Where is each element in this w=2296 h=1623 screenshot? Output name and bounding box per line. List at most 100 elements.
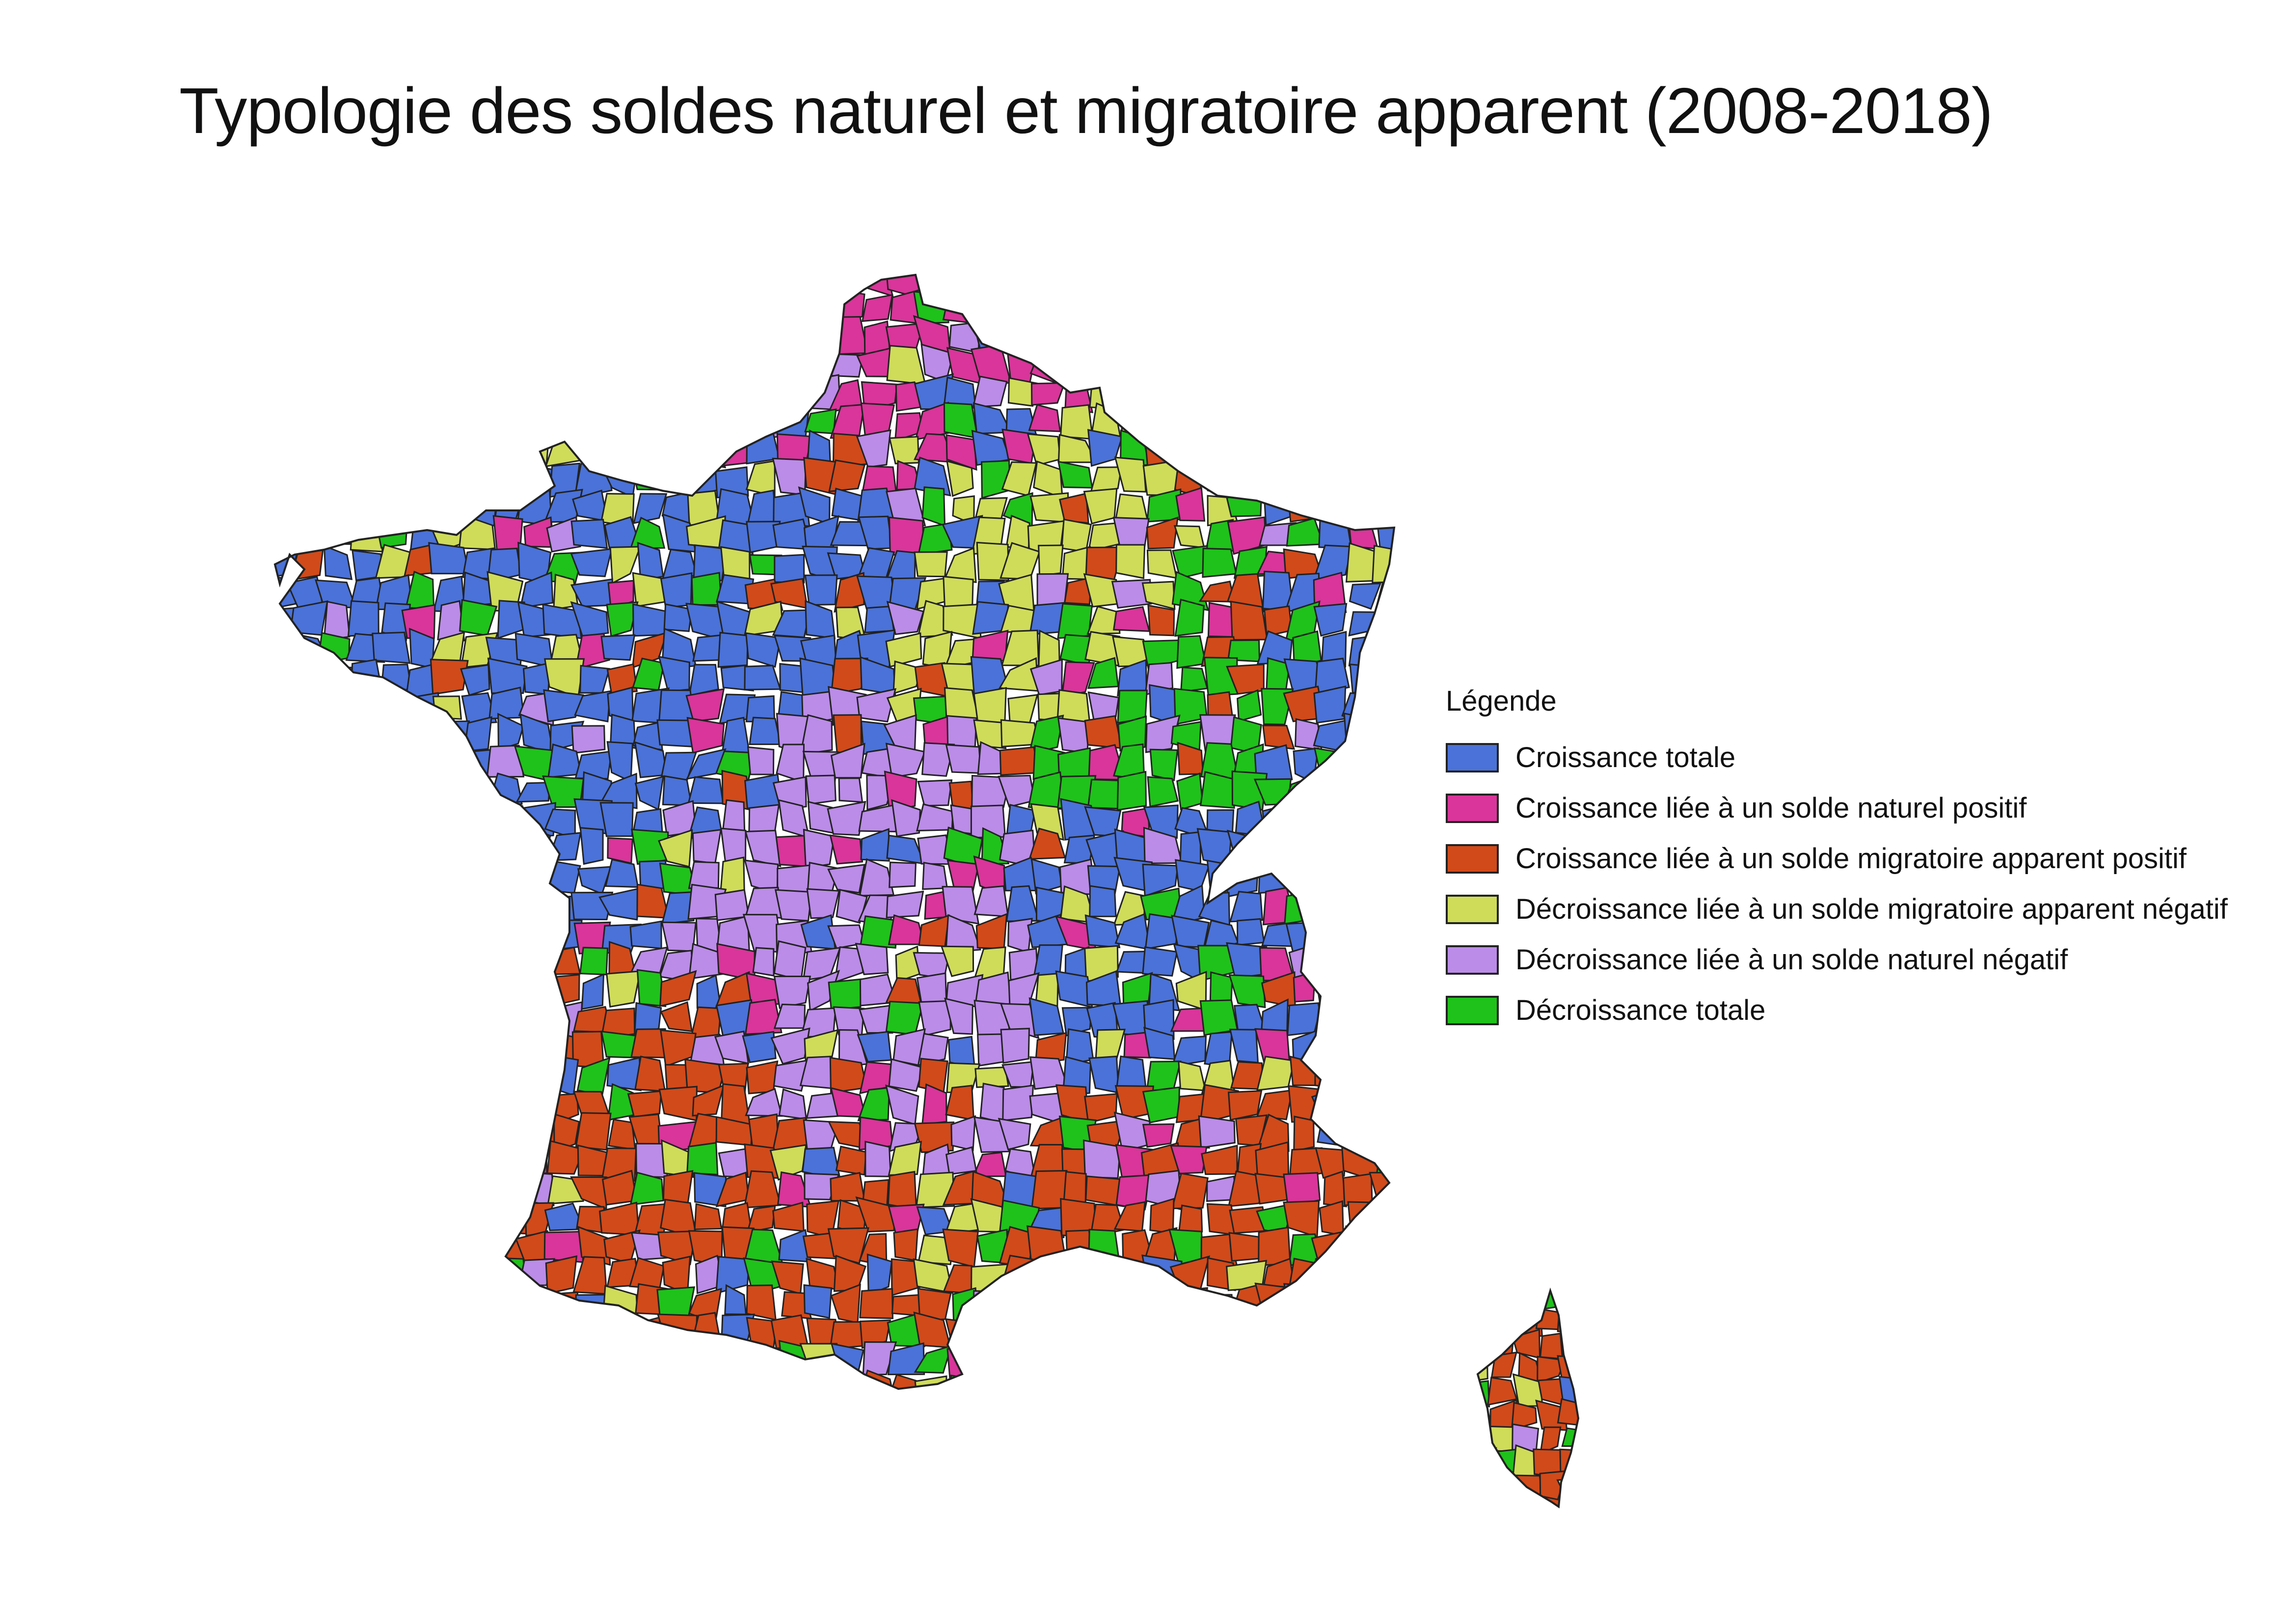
map-unit: [488, 1037, 524, 1066]
map-unit: [1313, 685, 1347, 724]
map-unit: [1000, 1028, 1030, 1064]
map-unit: [1229, 1029, 1259, 1064]
map-unit: [275, 1171, 296, 1203]
map-unit: [1559, 1291, 1578, 1314]
map-unit: [1147, 374, 1181, 408]
map-unit: [572, 383, 610, 413]
map-unit: [275, 832, 295, 869]
map-unit: [941, 275, 981, 299]
map-unit: [488, 1202, 527, 1235]
map-title: Typologie des soldes naturel et migratoi…: [179, 75, 1993, 147]
map-unit: [658, 1086, 698, 1121]
map-unit: [979, 1083, 1005, 1124]
map-unit: [693, 1172, 727, 1208]
map-unit: [1478, 1496, 1496, 1507]
map-unit: [378, 372, 407, 412]
map-unit: [1478, 1351, 1488, 1383]
map-unit: [275, 1317, 295, 1345]
map-unit: [295, 275, 327, 297]
map-unit: [918, 1000, 951, 1037]
map-unit: [1293, 318, 1325, 350]
map-unit: [1262, 724, 1296, 750]
map-unit: [350, 914, 385, 950]
map-unit: [275, 1026, 298, 1065]
map-unit: [1318, 401, 1352, 439]
map-unit: [405, 1373, 442, 1389]
map-unit: [491, 438, 525, 471]
map-unit: [604, 1341, 640, 1377]
map-unit: [353, 826, 381, 867]
map-unit: [1378, 429, 1394, 471]
map-unit: [486, 913, 528, 945]
map-unit: [434, 1202, 466, 1234]
legend-label: Croissance totale: [1515, 742, 1736, 773]
map-unit: [1263, 832, 1292, 868]
map-unit: [600, 634, 636, 661]
map-unit: [346, 1114, 383, 1151]
map-unit: [606, 970, 642, 1008]
map-unit: [1026, 1371, 1066, 1389]
map-unit: [746, 344, 782, 386]
map-unit: [857, 1087, 891, 1121]
map-unit: [1226, 289, 1261, 325]
map-unit: [1369, 1171, 1394, 1204]
map-unit: [293, 1086, 323, 1123]
map-unit: [519, 571, 554, 609]
map-unit: [1344, 460, 1378, 499]
map-unit: [547, 832, 582, 861]
map-unit: [346, 1062, 380, 1094]
map-unit: [891, 799, 921, 837]
map-unit: [516, 890, 553, 924]
map-unit: [1086, 605, 1121, 635]
map-unit: [275, 635, 298, 664]
map-unit: [487, 275, 526, 298]
map-unit: [1026, 1284, 1063, 1325]
map-unit: [799, 1343, 838, 1382]
map-unit: [1176, 275, 1211, 297]
map-unit: [950, 1115, 976, 1151]
map-unit: [1342, 921, 1381, 954]
map-unit: [805, 600, 836, 639]
map-unit: [1343, 1086, 1377, 1119]
map-unit: [1171, 1172, 1209, 1209]
map-unit: [579, 947, 609, 976]
map-unit: [400, 942, 434, 981]
map-unit: [515, 287, 555, 324]
map-unit: [275, 1284, 292, 1320]
map-unit: [776, 275, 810, 291]
map-unit: [460, 664, 490, 696]
map-unit: [486, 1003, 520, 1036]
map-unit: [609, 546, 642, 585]
map-unit: [520, 382, 552, 410]
map-unit: [661, 1139, 694, 1178]
map-unit: [772, 1201, 805, 1232]
map-unit: [773, 940, 807, 982]
map-unit: [1230, 463, 1267, 496]
map-unit: [1122, 275, 1146, 299]
map-unit: [1375, 1197, 1394, 1239]
map-unit: [315, 855, 355, 897]
map-unit: [807, 1369, 841, 1389]
map-unit: [598, 887, 641, 921]
map-unit: [1028, 997, 1064, 1036]
map-unit: [1258, 1311, 1286, 1350]
map-unit: [545, 275, 584, 290]
map-unit: [747, 489, 777, 525]
legend-title: Légende: [1446, 685, 1557, 717]
map-unit: [1342, 800, 1372, 835]
map-unit: [799, 714, 833, 755]
map-unit: [275, 315, 293, 350]
map-unit: [317, 1170, 354, 1211]
map-unit: [1487, 1377, 1518, 1406]
map-unit: [374, 1142, 412, 1180]
map-unit: [381, 742, 410, 776]
map-unit: [486, 971, 526, 1001]
map-unit: [1285, 1317, 1319, 1349]
map-unit: [436, 350, 469, 378]
map-unit: [486, 344, 523, 384]
map-unit: [400, 1084, 442, 1121]
map-unit: [292, 1288, 326, 1325]
map-unit: [376, 1056, 414, 1094]
map-unit: [634, 1055, 666, 1092]
map-unit: [275, 720, 296, 749]
